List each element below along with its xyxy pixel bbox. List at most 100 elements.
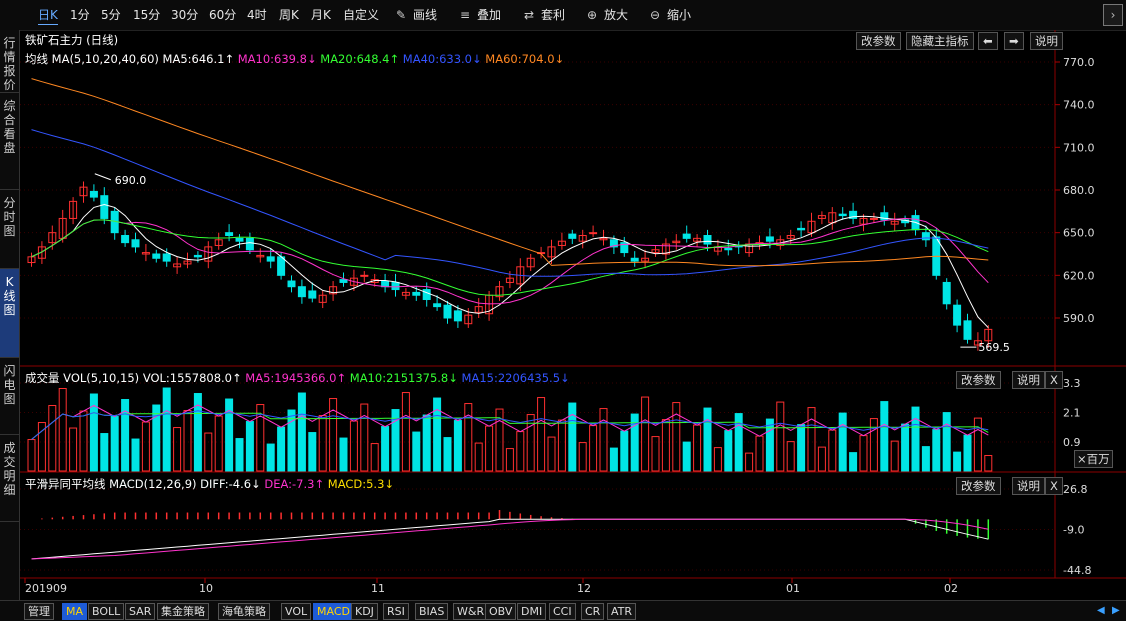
main-help-button[interactable]: 说明: [1030, 32, 1063, 50]
indicator-boll[interactable]: BOLL: [88, 603, 125, 620]
indicator-kdj[interactable]: KDJ: [351, 603, 378, 620]
indicator-bar: 管理 MA BOLL SAR 集金策略 海龟策略 VOL MACD KDJ RS…: [0, 600, 1126, 621]
volume-ma5-value: MA5:1945366.0↑: [245, 371, 347, 385]
diff-line: [31, 518, 989, 560]
volume-bar: [828, 429, 837, 472]
volume-bar: [890, 440, 899, 472]
toolbar-scroll-right-button[interactable]: ›: [1103, 4, 1123, 26]
prev-indicator-button[interactable]: ⬅: [978, 32, 998, 50]
dea-value: DEA:-7.3↑: [264, 477, 325, 491]
period-5min[interactable]: 5分: [101, 8, 121, 22]
indicator-vol[interactable]: VOL: [281, 603, 312, 620]
chart-area[interactable]: 770.0 740.0 710.0 680.0 650.0 620.0 590.0 690.0…: [20, 30, 1126, 600]
volume-bar: [318, 415, 327, 472]
candle-up: [256, 254, 265, 258]
indicator-turtle-strategy[interactable]: 海龟策略: [218, 603, 270, 620]
period-1min[interactable]: 1分: [70, 8, 90, 22]
indicator-bias[interactable]: BIAS: [415, 603, 449, 620]
indicator-sar[interactable]: SAR: [125, 603, 156, 620]
draw-line-button[interactable]: ✎ 画线: [396, 8, 438, 22]
period-30min[interactable]: 30分: [171, 8, 199, 22]
indicator-cr[interactable]: CR: [581, 603, 605, 620]
price-tick-label: 710.0: [1063, 141, 1095, 154]
indicator-dmi[interactable]: DMI: [517, 603, 547, 620]
volume-ma15-value: MA15:2206435.5↓: [461, 371, 570, 385]
indicator-jijin-strategy[interactable]: 集金策略: [157, 603, 209, 620]
period-60min[interactable]: 60分: [209, 8, 237, 22]
main-settings-button[interactable]: 改参数: [856, 32, 901, 50]
candle-up: [464, 314, 473, 325]
indicator-obv[interactable]: OBV: [485, 603, 517, 620]
macd-settings-button[interactable]: 改参数: [956, 477, 1001, 495]
volume-bar: [69, 427, 78, 472]
macd-help-button[interactable]: 说明: [1012, 477, 1045, 495]
candle-down: [193, 254, 202, 258]
next-indicator-button[interactable]: ➡: [1004, 32, 1024, 50]
volume-bar: [443, 437, 452, 472]
volume-bar: [797, 424, 806, 472]
indicator-macd[interactable]: MACD: [313, 603, 354, 620]
candle-down: [412, 291, 421, 296]
volume-bar: [651, 436, 660, 472]
chevron-right-icon: ›: [1110, 8, 1116, 22]
zoom-in-button[interactable]: ⊕ 放大: [587, 8, 629, 22]
volume-bar: [578, 442, 587, 472]
price-tick-label: 680.0: [1063, 184, 1095, 197]
volume-bar: [557, 419, 566, 472]
volume-legend-label: 成交量 VOL(5,10,15): [25, 371, 140, 385]
bottom-scroll-right-button[interactable]: ▶: [1112, 605, 1120, 616]
candle-up: [859, 217, 868, 225]
period-15min[interactable]: 15分: [133, 8, 161, 22]
side-navigation: 行情报价 综合看盘 分时图 K线图 闪电图 成交明细: [0, 30, 20, 600]
volume-bar: [89, 393, 98, 472]
volume-bar: [349, 420, 358, 472]
volume-bar: [391, 409, 400, 472]
period-week-k[interactable]: 周K: [279, 8, 299, 22]
chart-canvas[interactable]: 770.0 740.0 710.0 680.0 650.0 620.0 590.0 690.0…: [20, 30, 1126, 600]
annotation-high-pointer: [94, 173, 111, 181]
candle-up: [786, 235, 795, 239]
macd-tick-label: -44.8: [1063, 564, 1091, 577]
overlay-button[interactable]: ≡ 叠加: [460, 8, 502, 22]
price-tick-label: 590.0: [1063, 312, 1095, 325]
sidenav-trade-detail[interactable]: 成交明细: [0, 435, 19, 522]
candle-down: [963, 320, 972, 340]
candle-down: [162, 253, 171, 262]
sidenav-overview[interactable]: 综合看盘: [0, 93, 19, 190]
zoom-out-button[interactable]: ⊖ 缩小: [650, 8, 692, 22]
ma5-line: [31, 203, 989, 329]
volume-settings-button[interactable]: 改参数: [956, 371, 1001, 389]
date-tick-label: 11: [371, 582, 385, 595]
volume-close-button[interactable]: X: [1045, 371, 1063, 389]
candle-up: [27, 256, 36, 264]
indicator-ma[interactable]: MA: [62, 603, 88, 620]
candle-down: [797, 227, 806, 231]
candle-up: [984, 328, 993, 342]
dea-line: [31, 518, 989, 560]
sidenav-kline[interactable]: K线图: [0, 269, 19, 358]
candle-up: [817, 215, 826, 219]
sidenav-intraday[interactable]: 分时图: [0, 190, 19, 269]
candle-up: [48, 232, 57, 244]
hide-main-indicator-button[interactable]: 隐藏主指标: [906, 32, 974, 50]
period-4h[interactable]: 4时: [247, 8, 267, 22]
volume-bar: [641, 396, 650, 472]
indicator-atr[interactable]: ATR: [607, 603, 637, 620]
macd-close-button[interactable]: X: [1045, 477, 1063, 495]
indicator-manage-button[interactable]: 管理: [24, 603, 54, 620]
bottom-scroll-left-button[interactable]: ◀: [1097, 605, 1105, 616]
sidenav-quotes[interactable]: 行情报价: [0, 30, 19, 93]
volume-ma10-value: MA10:2151375.8↓: [349, 371, 458, 385]
period-day-k[interactable]: 日K: [38, 6, 58, 25]
sidenav-flash-chart[interactable]: 闪电图: [0, 358, 19, 435]
arbitrage-button[interactable]: ⇄ 套利: [524, 8, 566, 22]
indicator-rsi[interactable]: RSI: [383, 603, 409, 620]
candle-up: [505, 277, 514, 283]
indicator-cci[interactable]: CCI: [549, 603, 576, 620]
period-custom[interactable]: 自定义: [343, 8, 380, 22]
volume-help-button[interactable]: 说明: [1012, 371, 1045, 389]
indicator-wr[interactable]: W&R: [453, 603, 489, 620]
volume-bar: [526, 414, 535, 472]
period-month-k[interactable]: 月K: [311, 8, 331, 22]
volume-bar: [256, 404, 265, 472]
